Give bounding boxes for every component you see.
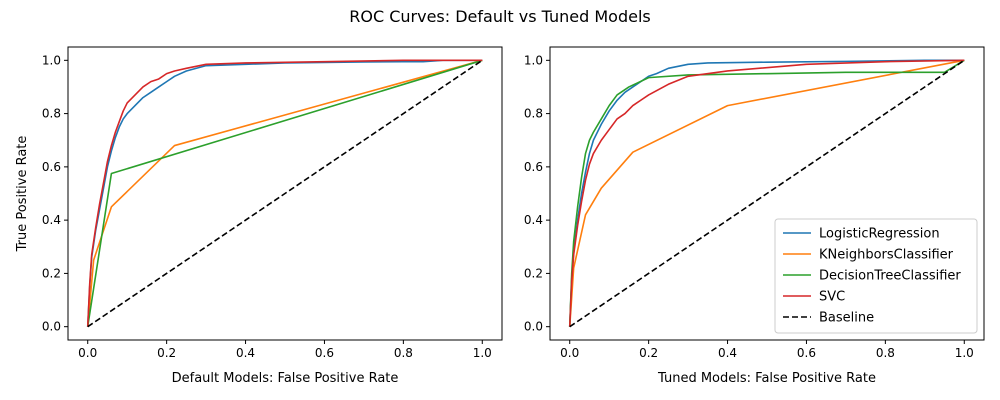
legend-entry-baseline: Baseline xyxy=(819,311,874,326)
y-tick-label: 0.8 xyxy=(524,107,543,121)
x-tick-label: 0.2 xyxy=(157,346,176,360)
axes-frame xyxy=(549,46,985,341)
x-tick-label: 0.8 xyxy=(876,346,895,360)
x-axis-label: Default Models: False Positive Rate xyxy=(172,371,399,386)
y-tick-label: 0.6 xyxy=(524,160,543,174)
x-tick-label: 0.4 xyxy=(236,346,255,360)
y-tick-label: 0.6 xyxy=(42,160,61,174)
series-line-baseline xyxy=(87,59,483,328)
x-tick-label: 1.0 xyxy=(473,346,492,360)
x-axis-label: Tuned Models: False Positive Rate xyxy=(657,371,876,386)
x-tick-label: 1.0 xyxy=(955,346,974,360)
y-tick-label: 0.0 xyxy=(524,320,543,334)
legend-box xyxy=(774,218,978,334)
legend-entry-logisticregression: LogisticRegression xyxy=(819,227,940,242)
legend-entry-svc: SVC xyxy=(819,290,845,305)
x-tick-label: 0.6 xyxy=(315,346,334,360)
x-tick-label: 0.0 xyxy=(560,346,579,360)
series-line-logisticregression xyxy=(568,59,965,327)
legend-entry-decisiontreeclassifier: DecisionTreeClassifier xyxy=(819,269,961,284)
x-tick-label: 0.0 xyxy=(78,346,97,360)
y-tick-label: 0.8 xyxy=(42,107,61,121)
chart-tuned-models: 0.0 0.2 0.4 0.6 0.8 1.0 0.0 0.2 0.4 0.6 0.8 1.0 Tune… xyxy=(524,46,985,386)
x-tick-label: 0.6 xyxy=(797,346,816,360)
y-tick-label: 0.4 xyxy=(42,213,61,227)
series-line-logisticregression xyxy=(86,59,483,327)
y-tick-label: 0.2 xyxy=(42,266,61,280)
series-line-baseline xyxy=(569,59,965,328)
series-line-decisiontreeclassifier xyxy=(568,59,965,327)
series-line-svc xyxy=(86,59,483,327)
figure-title: ROC Curves: Default vs Tuned Models xyxy=(349,7,651,26)
chart-default-models: 0.0 0.2 0.4 0.6 0.8 1.0 0.0 0.2 0.4 0.6 0.8 1.0 Defa… xyxy=(15,46,503,386)
legend: LogisticRegression KNeighborsClassifier De… xyxy=(774,218,978,334)
x-tick-label: 0.2 xyxy=(639,346,658,360)
y-tick-label: 0.2 xyxy=(524,266,543,280)
x-tick-label: 0.8 xyxy=(394,346,413,360)
axes-frame xyxy=(67,46,503,341)
y-axis-label: True Positive Rate xyxy=(15,136,30,253)
y-tick-label: 0.0 xyxy=(42,320,61,334)
series-line-kneighborsclassifier xyxy=(86,59,483,327)
y-tick-label: 1.0 xyxy=(524,53,543,67)
series-line-kneighborsclassifier xyxy=(568,59,965,327)
y-tick-label: 1.0 xyxy=(42,53,61,67)
legend-entry-kneighborsclassifier: KNeighborsClassifier xyxy=(819,248,954,263)
series-line-decisiontreeclassifier xyxy=(86,59,483,327)
series-line-svc xyxy=(568,59,965,327)
x-tick-label: 0.4 xyxy=(718,346,737,360)
y-tick-label: 0.4 xyxy=(524,213,543,227)
